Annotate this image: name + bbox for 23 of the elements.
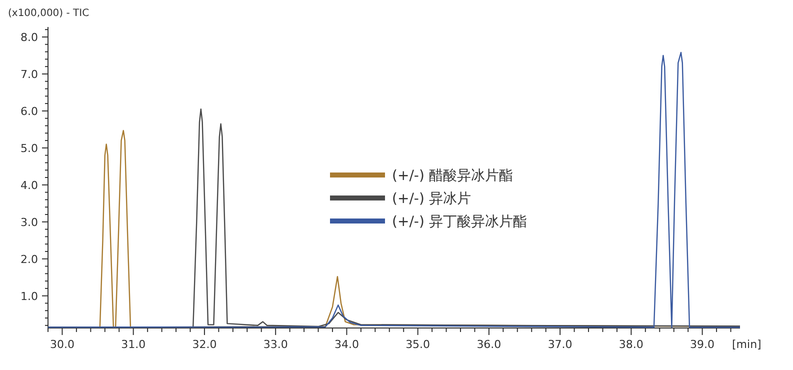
y-axis-title: (x100,000) - TIC: [8, 8, 90, 19]
x-tick-label: 35.0: [406, 338, 430, 351]
x-tick-label: 39.0: [690, 338, 715, 351]
y-tick-label: 1.0: [20, 290, 38, 303]
x-tick-label: 36.0: [476, 338, 502, 351]
legend-label: (+/-) 异丁酸异冰片酯: [392, 214, 527, 230]
y-tick-label: 7.0: [20, 68, 38, 81]
x-tick-label: 33.0: [263, 338, 288, 351]
y-tick-label: 2.0: [20, 252, 38, 266]
y-tick-label: 4.0: [20, 178, 38, 192]
x-tick-label: 31.0: [121, 338, 146, 351]
legend-label: (+/-) 异冰片: [392, 191, 471, 207]
y-tick-label: 6.0: [20, 104, 38, 118]
y-tick-label: 5.0: [20, 142, 38, 155]
x-tick-label: 37.0: [548, 338, 572, 351]
x-tick-label: 30.0: [50, 338, 74, 351]
x-axis-title: [min]: [732, 338, 762, 351]
x-tick-label: 32.0: [192, 338, 217, 351]
x-tick-label: 38.0: [618, 338, 644, 351]
legend-label: (+/-) 醋酸异冰片酯: [392, 168, 513, 184]
y-tick-label: 8.0: [20, 30, 38, 44]
y-tick-label: 3.0: [20, 216, 38, 229]
x-tick-label: 34.0: [334, 338, 359, 351]
